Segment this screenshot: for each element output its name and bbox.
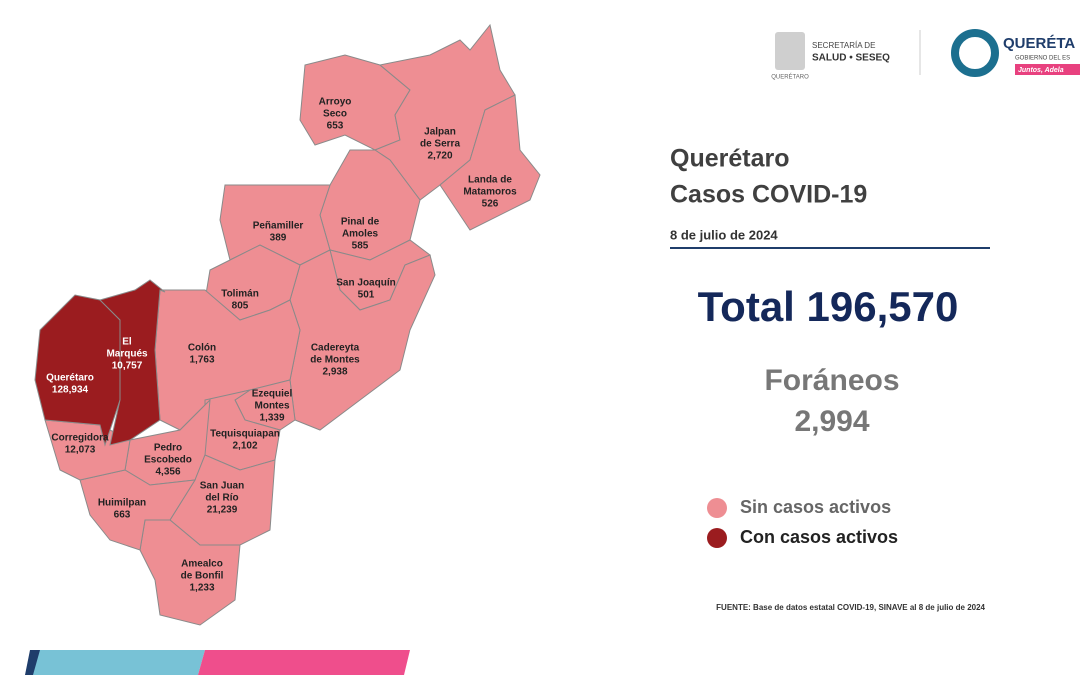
municipality-name: Tolimán (221, 289, 259, 300)
foraneos-value: 2,994 (794, 405, 869, 438)
municipality (79, 469, 196, 551)
municipality (34, 294, 121, 447)
municipality-name: Seco (323, 109, 347, 120)
legend-swatch (707, 498, 727, 518)
source: FUENTE: Base de datos estatal COVID-19, … (716, 603, 985, 612)
municipality-cases: 4,356 (155, 467, 180, 478)
logo-text: GOBIERNO DEL ES (1015, 56, 1070, 62)
municipality-name: Peñamiller (253, 221, 304, 232)
date: 8 de julio de 2024 (670, 227, 778, 242)
municipality-name: San Juan (200, 481, 244, 492)
legend-label: Sin casos activos (740, 497, 891, 517)
municipality-name: San Joaquín (336, 278, 395, 289)
logo-text: SALUD • SESEQ (812, 53, 890, 64)
municipality-name: El (122, 337, 132, 348)
municipality-cases: 10,757 (112, 361, 143, 372)
municipality-cases: 2,720 (427, 151, 452, 162)
municipality-cases: 653 (327, 121, 344, 132)
logo-text: QUERÉTARO (771, 74, 809, 81)
municipality-cases: 585 (352, 241, 369, 252)
municipality-cases: 1,763 (189, 355, 214, 366)
municipality-name: Ezequiel (252, 389, 293, 400)
municipality-cases: 501 (358, 290, 375, 301)
title: Querétaro (670, 145, 789, 173)
municipality-name: Cadereyta (311, 343, 360, 354)
municipality (99, 279, 166, 446)
municipality-name: Montes (255, 401, 290, 412)
municipality-name: Amoles (342, 229, 379, 240)
municipality-name: Amealco (181, 559, 223, 570)
municipality-cases: 526 (482, 199, 499, 210)
municipality-name: de Serra (420, 139, 460, 150)
gov-logo (951, 29, 999, 77)
legend-label: Con casos activos (740, 527, 898, 547)
state-shield (775, 32, 805, 70)
municipality-cases: 12,073 (65, 445, 96, 456)
municipality-name: Matamoros (463, 187, 517, 198)
title: Casos COVID-19 (670, 181, 867, 209)
municipality-cases: 663 (114, 510, 131, 521)
municipality-cases: 21,239 (207, 505, 238, 516)
municipality-name: Pinal de (341, 217, 380, 228)
logo-text: SECRETARÍA DE (812, 41, 875, 50)
municipality (439, 94, 541, 231)
municipality-name: Corregidora (51, 433, 109, 444)
municipality-cases: 2,102 (232, 441, 257, 452)
municipality-cases: 1,339 (259, 413, 284, 424)
municipality-name: de Bonfil (181, 571, 224, 582)
municipality-name: Querétaro (46, 373, 94, 384)
municipality-cases: 128,934 (52, 385, 89, 396)
municipality-name: Jalpan (424, 127, 456, 138)
municipality-cases: 2,938 (322, 367, 347, 378)
total: Total 196,570 (698, 283, 959, 330)
logo-band (1015, 64, 1080, 75)
municipality-cases: 1,233 (189, 583, 214, 594)
municipality-name: de Montes (310, 355, 360, 366)
municipality-cases: 805 (232, 301, 249, 312)
municipality-name: Arroyo (319, 97, 352, 108)
municipality (139, 519, 241, 626)
legend-swatch (707, 528, 727, 548)
municipality-name: Pedro (154, 443, 182, 454)
legend: Sin casos activos Con casos activos (707, 497, 898, 548)
footer-band (33, 650, 205, 675)
municipality-name: Tequisquiapan (210, 429, 280, 440)
municipality-name: Landa de (468, 175, 512, 186)
municipality-name: Colón (188, 343, 216, 354)
municipality-name: del Río (205, 493, 238, 504)
logo-text: Juntos, Adela (1018, 67, 1064, 74)
logo-text: QUERÉTA (1003, 35, 1075, 52)
municipality-cases: 389 (270, 233, 287, 244)
municipality-name: Huimilpan (98, 498, 146, 509)
municipality-name: Marqués (106, 349, 148, 360)
foraneos-label: Foráneos (764, 364, 899, 397)
municipality-name: Escobedo (144, 455, 192, 466)
footer-band (198, 650, 410, 675)
